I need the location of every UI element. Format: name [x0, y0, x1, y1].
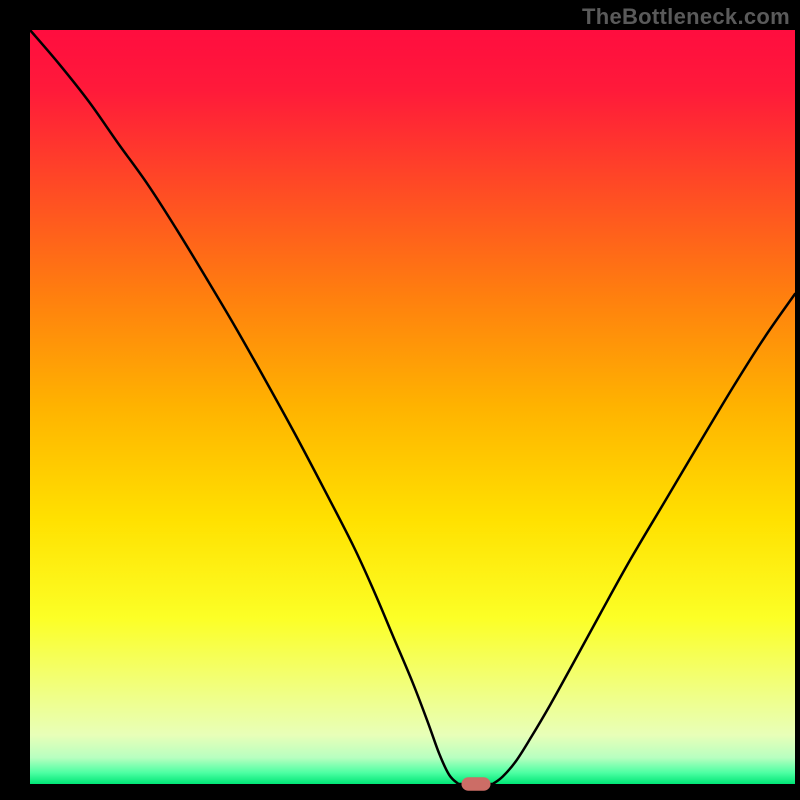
chart-plot-area [30, 30, 795, 784]
optimal-point-marker [461, 777, 490, 791]
chart-svg [0, 0, 800, 800]
bottleneck-chart: TheBottleneck.com [0, 0, 800, 800]
watermark-label: TheBottleneck.com [582, 4, 790, 30]
